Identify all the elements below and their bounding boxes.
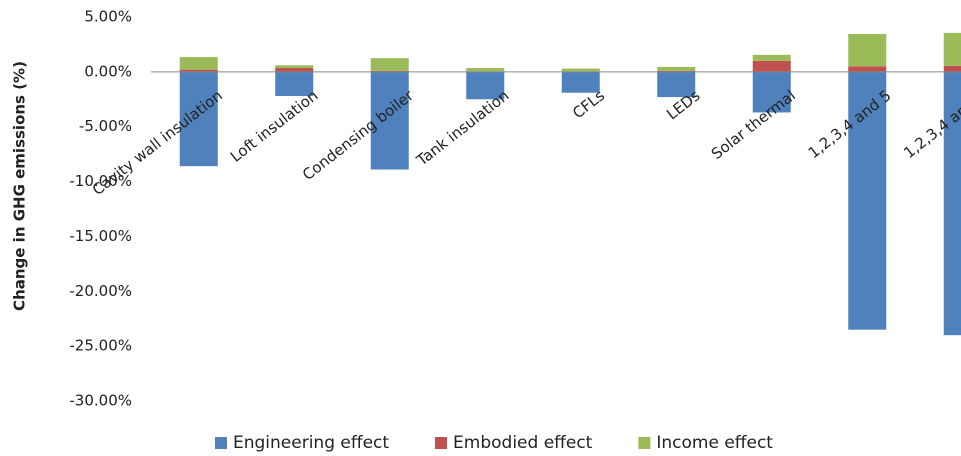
bar-segment [370,71,409,170]
legend-label: Income effect [656,433,773,453]
bar-segment [848,71,887,330]
y-tick-label: -25.00% [69,337,132,355]
bar-segment [657,71,696,98]
bar-segment [370,70,409,72]
bar-segment [752,54,791,61]
y-tick-label: -10.00% [69,172,132,190]
bar-segment [752,60,791,72]
y-tick-label: 0.00% [84,62,132,80]
y-tick-label: -15.00% [69,227,132,245]
legend-swatch [638,437,651,449]
x-tick-label: Tank insulation [412,86,512,170]
bar-segment [752,71,791,113]
bar-segment [466,71,505,100]
legend-swatch [435,437,448,449]
bar-segment [943,71,961,336]
y-tick-label: 5.00% [84,8,132,26]
bar-segment [943,32,961,66]
bar-segment [466,68,505,72]
legend-label: Embodied effect [453,433,593,453]
bar-segment [657,66,696,71]
bar-segment [561,71,600,93]
bar-segment [561,68,600,72]
bar-segment [657,70,696,72]
bar-segment [943,65,961,72]
bar-segment [848,66,887,72]
y-tick-label: -30.00% [69,392,132,410]
bar-segment [179,57,218,70]
legend-label: Engineering effect [233,433,389,453]
bar-segment [275,65,314,69]
y-axis-title: Change in GHG emissions (%) [11,61,29,311]
y-tick-label: -20.00% [69,282,132,300]
bar-segment [275,68,314,72]
bar-segment [848,34,887,67]
bar-segment [179,69,218,72]
legend-swatch [215,437,227,449]
y-tick-label: -5.00% [79,117,132,135]
bar-segment [275,71,314,96]
bar-segment [370,58,409,71]
x-tick-label: Loft insulation [227,86,322,165]
bar-segment [179,71,218,167]
